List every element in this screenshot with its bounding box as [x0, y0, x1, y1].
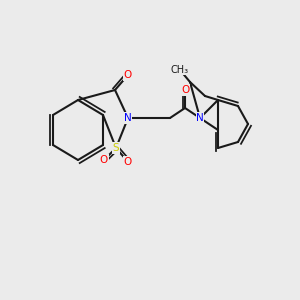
Text: N: N	[124, 113, 132, 123]
Text: N: N	[196, 113, 204, 123]
Text: O: O	[181, 85, 189, 95]
Text: O: O	[124, 70, 132, 80]
Text: O: O	[124, 157, 132, 167]
Text: S: S	[113, 143, 119, 153]
Text: CH₃: CH₃	[171, 65, 189, 75]
Text: O: O	[100, 155, 108, 165]
